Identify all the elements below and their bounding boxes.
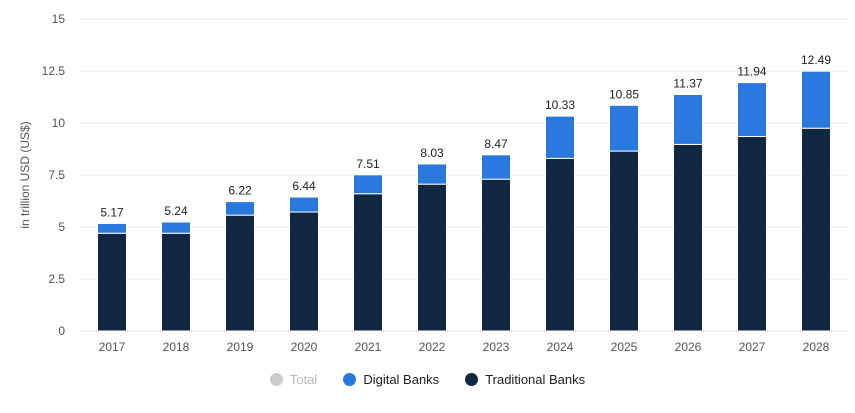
legend-digital-label: Digital Banks [363, 371, 440, 387]
bar-digital-banks[interactable] [417, 163, 447, 185]
bar-traditional-banks[interactable] [737, 136, 767, 332]
y-axis-ticks: 0 2.5 5 7.5 10 12.5 15 [42, 12, 66, 338]
bar-digital-banks[interactable] [609, 104, 639, 152]
y-tick-label: 10 [52, 116, 66, 130]
x-tick-label: 2019 [227, 340, 254, 354]
bar-traditional-banks[interactable] [545, 157, 575, 332]
bar-digital-banks[interactable] [225, 201, 255, 216]
x-tick-label: 2026 [675, 340, 702, 354]
legend: Total Digital Banks Traditional Banks [0, 367, 855, 391]
bar-digital-banks[interactable] [481, 154, 511, 180]
bar-traditional-banks[interactable] [673, 143, 703, 332]
bar-traditional-banks[interactable] [609, 150, 639, 332]
total-value-label: 8.47 [484, 137, 508, 151]
total-value-label: 6.22 [228, 184, 252, 198]
x-tick-label: 2021 [355, 340, 382, 354]
total-value-label: 12.49 [801, 53, 831, 67]
bar-traditional-banks[interactable] [801, 127, 831, 332]
y-tick-label: 12.5 [42, 64, 66, 78]
x-tick-label: 2020 [291, 340, 318, 354]
bar-digital-banks[interactable] [673, 94, 703, 145]
y-tick-label: 0 [58, 324, 65, 338]
bar-digital-banks[interactable] [545, 115, 575, 159]
x-tick-label: 2027 [739, 340, 766, 354]
bar-digital-banks[interactable] [801, 70, 831, 129]
legend-item-traditional-banks[interactable]: Traditional Banks [465, 372, 585, 387]
total-value-label: 7.51 [356, 157, 380, 171]
x-tick-label: 2025 [611, 340, 638, 354]
legend-total-label: Total [289, 371, 318, 387]
x-tick-label: 2018 [163, 340, 190, 354]
bar-traditional-banks[interactable] [225, 214, 255, 332]
bar-traditional-banks[interactable] [97, 232, 127, 332]
total-value-label: 10.85 [609, 87, 639, 101]
total-value-label: 11.94 [737, 65, 766, 79]
x-tick-label: 2017 [99, 340, 126, 354]
y-tick-label: 2.5 [48, 272, 65, 286]
bar-traditional-banks[interactable] [161, 232, 191, 332]
bar-traditional-banks[interactable] [353, 193, 383, 332]
x-tick-label: 2028 [803, 340, 830, 354]
y-axis-title: in trillion USD (US$) [18, 121, 32, 228]
legend-digital-dot-icon [343, 372, 357, 386]
bars [97, 70, 831, 332]
total-labels: 5.17 5.24 6.22 6.44 7.51 8.03 8.47 10.33 10.85 11… [100, 53, 831, 219]
x-tick-label: 2023 [483, 340, 510, 354]
legend-traditional-dot-icon [465, 372, 479, 386]
total-value-label: 11.37 [673, 77, 702, 91]
bar-digital-banks[interactable] [353, 174, 383, 195]
grid-lines [80, 18, 848, 332]
x-tick-label: 2022 [419, 340, 446, 354]
legend-item-digital-banks[interactable]: Digital Banks [343, 372, 439, 387]
legend-item-total[interactable]: Total [269, 371, 318, 387]
bar-digital-banks[interactable] [161, 221, 191, 234]
y-tick-label: 5 [58, 220, 65, 234]
total-value-label: 5.24 [164, 204, 188, 218]
bar-digital-banks[interactable] [737, 82, 767, 138]
y-tick-label: 7.5 [48, 168, 65, 182]
total-value-label: 6.44 [292, 179, 316, 193]
total-value-label: 8.03 [420, 146, 444, 160]
bar-traditional-banks[interactable] [481, 178, 511, 332]
x-axis-ticks: 2017 2018 2019 2020 2021 2022 2023 2024 2025 2026… [99, 340, 830, 354]
x-tick-label: 2024 [547, 340, 574, 354]
bar-digital-banks[interactable] [289, 196, 319, 213]
bar-digital-banks[interactable] [97, 222, 127, 234]
legend-total-dot-icon [269, 372, 283, 386]
total-value-label: 10.33 [545, 98, 575, 112]
total-value-label: 5.17 [100, 205, 124, 219]
legend-traditional-label: Traditional Banks [485, 371, 586, 387]
bar-traditional-banks[interactable] [417, 183, 447, 332]
bar-traditional-banks[interactable] [289, 211, 319, 332]
y-tick-label: 15 [52, 12, 66, 26]
